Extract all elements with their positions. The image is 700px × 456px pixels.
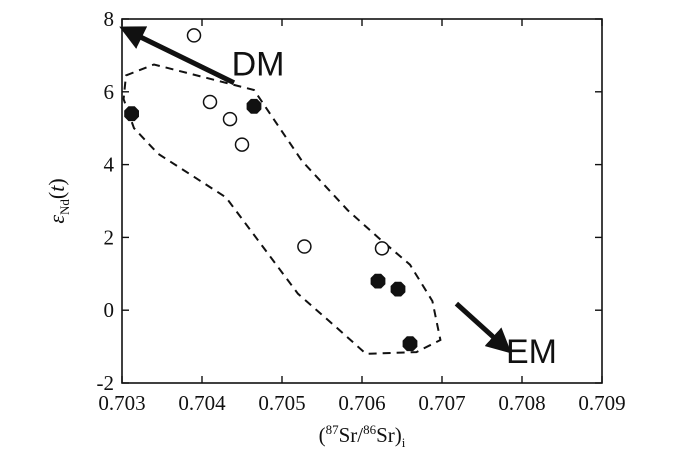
y-axis-label: εNd(t) [44,178,72,223]
data-points [124,28,418,352]
dm-arrow [119,26,236,85]
filled-point [124,106,139,122]
open-circle-point [374,241,390,256]
x-tick-label: 0.707 [418,391,465,415]
y-tick-label: 4 [104,153,115,177]
x-tick-label: 0.703 [98,391,145,415]
open-circle-point [202,94,218,110]
y-tick-label: 8 [104,7,115,31]
field-outline [122,63,442,355]
open-circle-point [234,137,250,152]
open-circle-point [222,111,238,127]
filled-point [390,281,406,297]
x-axis-label: (87Sr/86Sr)i [319,422,406,450]
open-circle-point [186,28,202,43]
open-circle-point [297,239,312,254]
arrows [119,26,512,354]
filled-point [402,336,418,352]
em-label: EM [506,333,557,371]
y-tick-label: 6 [104,80,115,104]
y-tick-label: 2 [104,225,115,249]
x-tick-label: 0.706 [338,391,385,415]
y-axis-ticks: -2 0 2 4 6 8 [97,7,602,395]
em-arrow [454,301,512,354]
x-tick-label: 0.709 [578,391,625,415]
filled-point [370,273,386,289]
x-tick-label: 0.704 [178,391,226,415]
x-axis-ticks: 0.703 0.704 0.705 0.706 0.707 0.708 0.709 [98,19,626,415]
x-tick-label: 0.705 [258,391,305,415]
plot-frame [121,18,603,384]
y-tick-label: -2 [97,371,115,395]
dm-label: DM [232,45,285,83]
filled-point [246,98,262,114]
x-tick-label: 0.708 [498,391,545,415]
y-tick-label: 0 [104,298,115,322]
